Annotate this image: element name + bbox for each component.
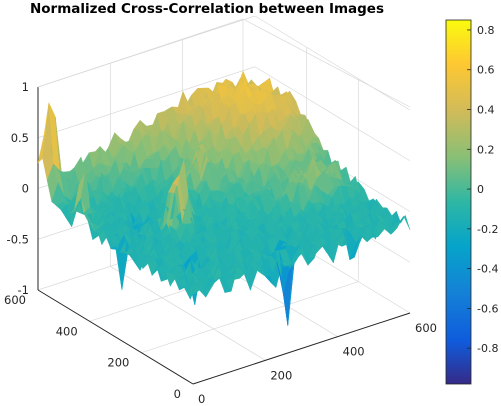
y-tick-label: 600 xyxy=(4,293,26,307)
tick-labels: -1 -0.5 0 0.5 1 0 200 400 600 0 200 400 600 xyxy=(4,80,437,406)
z-tick-label: -0.5 xyxy=(7,232,29,246)
z-grid-line-left xyxy=(37,66,256,139)
colorbar-tick-label: -0.8 xyxy=(477,342,498,355)
colorbar-tick-label: 0 xyxy=(477,183,484,196)
surface-patch xyxy=(398,215,411,230)
z-tick-label: 0.5 xyxy=(11,131,29,145)
x-tick-label: 400 xyxy=(343,345,365,359)
z-grid-line-right xyxy=(254,66,411,162)
colorbar-ticks: 0.8 0.6 0.4 0.2 0 -0.2 -0.4 -0.6 -0.8 xyxy=(467,24,498,355)
correlation-surface xyxy=(37,70,411,326)
x-axis-line xyxy=(192,312,411,385)
z-tick-label: 0 xyxy=(22,182,29,196)
y-axis-line xyxy=(37,289,194,385)
y-tick-label: 200 xyxy=(107,356,129,370)
x-tick-label: 200 xyxy=(270,368,292,382)
y-grid-line-floor xyxy=(141,281,359,353)
colorbar-tick-label: -0.2 xyxy=(477,223,498,236)
x-tick-label: 600 xyxy=(415,321,437,335)
x-tick-label: 0 xyxy=(198,392,205,406)
y-tick-label: 400 xyxy=(56,324,78,338)
colorbar-tick-label: 0.4 xyxy=(477,104,495,117)
chart-title: Normalized Cross-Correlation between Ima… xyxy=(30,1,384,17)
colorbar-gradient xyxy=(445,19,472,385)
colorbar-tick-label: 0.6 xyxy=(477,64,495,77)
colorbar-tick-label: 0.2 xyxy=(477,143,495,156)
z-tick-label: -1 xyxy=(18,283,29,297)
colorbar: 0.8 0.6 0.4 0.2 0 -0.2 -0.4 -0.6 -0.8 xyxy=(445,19,498,385)
x-grid-line-floor xyxy=(110,266,266,361)
z-tick-label: 1 xyxy=(22,80,29,94)
colorbar-tick-label: -0.6 xyxy=(477,302,498,315)
y-tick-label: 0 xyxy=(174,387,181,401)
z-grid-line-right xyxy=(254,15,411,111)
colorbar-tick-label: -0.4 xyxy=(477,263,498,276)
colorbar-tick-label: 0.8 xyxy=(477,24,495,37)
